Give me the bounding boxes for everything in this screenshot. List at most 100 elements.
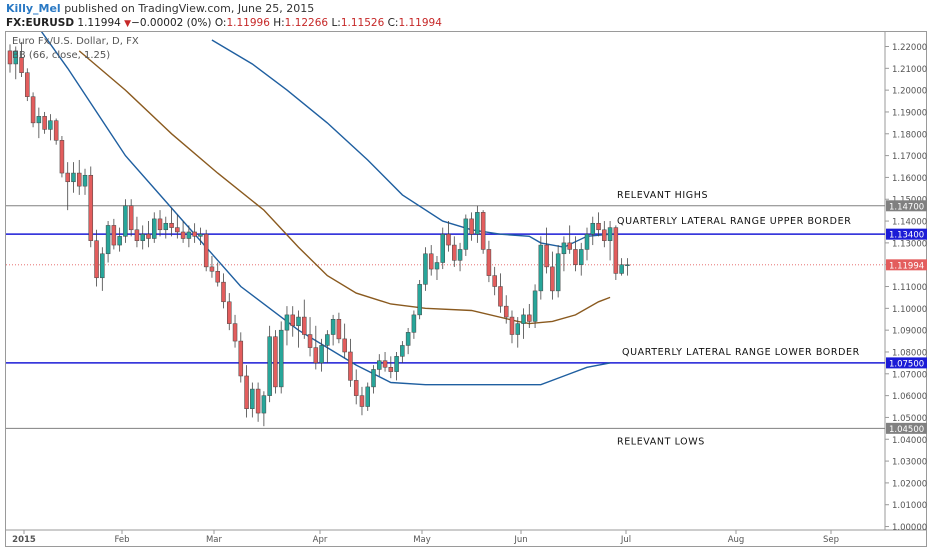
candle-body[interactable] <box>475 212 480 235</box>
candle-body[interactable] <box>255 388 261 414</box>
candle-body[interactable] <box>411 314 417 333</box>
candle-body[interactable] <box>221 281 226 303</box>
candle-body[interactable] <box>94 240 99 279</box>
candle-body[interactable] <box>284 314 290 331</box>
candle-body[interactable] <box>273 336 278 388</box>
candle-body[interactable] <box>313 347 319 364</box>
candle-body[interactable] <box>440 233 445 263</box>
candle-body[interactable] <box>550 266 555 292</box>
candle-body[interactable] <box>544 244 549 268</box>
candle-body[interactable] <box>452 244 457 261</box>
chart-frame[interactable] <box>5 31 927 547</box>
candle-body[interactable] <box>215 270 220 283</box>
candle-body[interactable] <box>180 231 186 239</box>
author-link[interactable]: Killy_Mel <box>6 2 61 15</box>
candle-body[interactable] <box>469 218 474 235</box>
candle-body[interactable] <box>463 218 469 250</box>
candle-body[interactable] <box>486 249 492 276</box>
candle-body[interactable] <box>480 212 486 250</box>
candle-body[interactable] <box>382 360 388 368</box>
candle-body[interactable] <box>238 340 244 377</box>
candle-body[interactable] <box>527 314 532 322</box>
candle-body[interactable] <box>596 222 601 231</box>
candle-body[interactable] <box>111 225 117 246</box>
candle-body[interactable] <box>336 319 342 340</box>
candle-body[interactable] <box>71 172 76 183</box>
candle-body[interactable] <box>555 253 561 292</box>
candle-body[interactable] <box>561 242 567 255</box>
candle-body[interactable] <box>36 116 42 124</box>
candle-body[interactable] <box>394 356 399 372</box>
candle-body[interactable] <box>261 395 267 414</box>
candle-body[interactable] <box>371 369 376 388</box>
candle-body[interactable] <box>19 57 24 73</box>
candle-body[interactable] <box>290 314 295 327</box>
candle-body[interactable] <box>509 316 515 335</box>
candle-body[interactable] <box>105 225 111 255</box>
candle-body[interactable] <box>578 249 584 265</box>
candle-body[interactable] <box>602 229 607 241</box>
symbol-name[interactable]: FX:EURUSD <box>6 17 75 29</box>
candle-body[interactable] <box>163 222 169 231</box>
candle-body[interactable] <box>7 50 13 65</box>
candle-body[interactable] <box>446 233 451 246</box>
candle-body[interactable] <box>515 323 521 335</box>
candle-body[interactable] <box>417 284 422 316</box>
candle-body[interactable] <box>267 336 272 396</box>
candle-body[interactable] <box>175 227 180 233</box>
candle-body[interactable] <box>25 72 30 97</box>
candle-body[interactable] <box>584 233 590 250</box>
candle-body[interactable] <box>567 242 572 250</box>
candle-body[interactable] <box>146 233 151 239</box>
candle-body[interactable] <box>13 50 19 65</box>
candle-body[interactable] <box>53 120 59 141</box>
candle-body[interactable] <box>377 360 382 370</box>
candle-body[interactable] <box>232 323 238 342</box>
candle-body[interactable] <box>59 140 65 174</box>
candle-body[interactable] <box>503 305 509 318</box>
candle-body[interactable] <box>325 334 330 346</box>
candle-body[interactable] <box>227 301 232 324</box>
candle-body[interactable] <box>198 233 203 237</box>
candle-body[interactable] <box>250 388 255 409</box>
candle-body[interactable] <box>278 329 284 388</box>
candle-body[interactable] <box>42 116 47 130</box>
candle-body[interactable] <box>192 231 197 237</box>
legend-indicator[interactable]: BB (66, close, 1.25) <box>12 50 111 61</box>
candle-body[interactable] <box>30 96 36 124</box>
candle-body[interactable] <box>319 345 324 364</box>
candle-body[interactable] <box>359 395 365 407</box>
candle-body[interactable] <box>76 172 82 187</box>
candle-body[interactable] <box>209 266 215 272</box>
candle-body[interactable] <box>123 205 128 237</box>
candle-body[interactable] <box>388 367 394 372</box>
candle-body[interactable] <box>82 174 88 187</box>
candle-body[interactable] <box>573 249 578 265</box>
candle-body[interactable] <box>590 222 596 235</box>
candle-body[interactable] <box>428 253 434 270</box>
candle-body[interactable] <box>365 386 370 407</box>
candle-body[interactable] <box>625 264 630 266</box>
candle-body[interactable] <box>152 218 157 239</box>
candle-body[interactable] <box>48 120 53 130</box>
candle-body[interactable] <box>65 172 70 183</box>
candle-body[interactable] <box>134 229 140 241</box>
candle-body[interactable] <box>88 174 94 241</box>
candle-body[interactable] <box>244 375 249 409</box>
candle-body[interactable] <box>140 233 145 241</box>
candle-body[interactable] <box>302 316 307 335</box>
candle-body[interactable] <box>405 332 411 346</box>
candle-body[interactable] <box>186 231 192 239</box>
candle-body[interactable] <box>117 236 122 246</box>
candle-body[interactable] <box>434 262 440 270</box>
candle-body[interactable] <box>613 227 619 274</box>
candle-body[interactable] <box>538 244 544 292</box>
candle-body[interactable] <box>348 351 353 381</box>
candle-body[interactable] <box>307 334 313 348</box>
candle-body[interactable] <box>330 319 336 335</box>
candle-body[interactable] <box>169 222 174 228</box>
candle-body[interactable] <box>100 253 105 279</box>
candle-body[interactable] <box>532 290 538 322</box>
candle-body[interactable] <box>157 218 163 231</box>
